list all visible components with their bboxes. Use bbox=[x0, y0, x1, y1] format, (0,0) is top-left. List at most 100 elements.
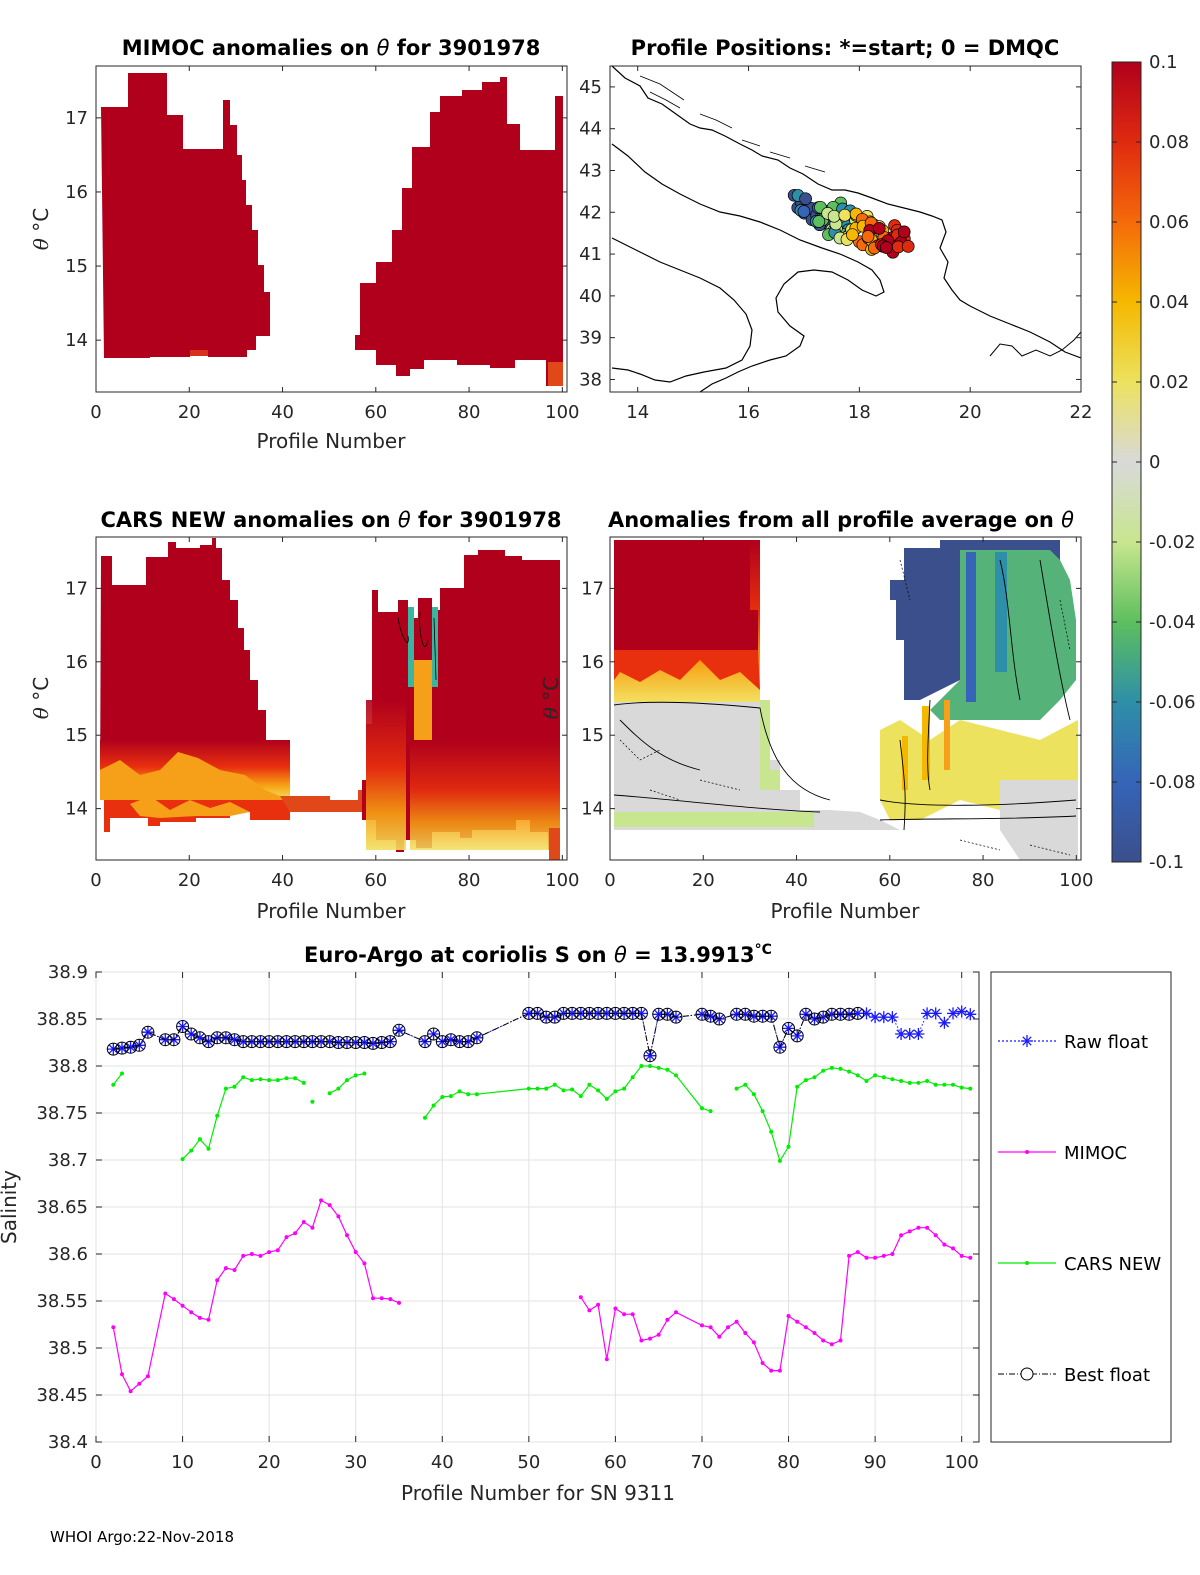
cars-new-point bbox=[907, 1080, 912, 1085]
best-float-point bbox=[591, 1006, 605, 1020]
mimoc-point bbox=[916, 1225, 921, 1230]
mimoc-point bbox=[648, 1336, 652, 1341]
x-tick-label: 100 bbox=[545, 870, 579, 891]
best-float-point bbox=[712, 1012, 726, 1026]
mimoc-point bbox=[336, 1214, 341, 1219]
mimoc-point bbox=[777, 1368, 782, 1373]
raw-float-point bbox=[895, 1028, 908, 1040]
cars-new-point bbox=[639, 1064, 644, 1068]
x-tick-label: 50 bbox=[517, 1452, 540, 1473]
cars-new-point bbox=[596, 1088, 601, 1093]
best-float-point bbox=[790, 1029, 804, 1043]
cars-new-point bbox=[803, 1078, 808, 1083]
y-tick-label: 14 bbox=[65, 330, 88, 351]
mimoc-point bbox=[899, 1233, 904, 1238]
cars-new-point bbox=[474, 1092, 479, 1097]
cars-new-point bbox=[648, 1064, 652, 1068]
coastline-balkans bbox=[611, 66, 1081, 359]
x-tick-label: 20 bbox=[959, 402, 982, 423]
salinity-series bbox=[106, 1005, 977, 1394]
legend-cars-marker bbox=[1025, 1261, 1029, 1265]
best-float-point bbox=[756, 1009, 770, 1023]
best-float-point bbox=[842, 1007, 856, 1021]
cars-new-point bbox=[604, 1096, 609, 1101]
best-float-point bbox=[470, 1031, 484, 1045]
cars-new-point bbox=[431, 1103, 436, 1108]
salinity-panel-title: Euro-Argo at coriolis S on θ = 13.9913°C bbox=[304, 942, 772, 967]
cars-new-point bbox=[951, 1082, 955, 1087]
coastline-italy bbox=[611, 143, 885, 392]
raw-float-point bbox=[644, 1049, 656, 1062]
average-panel-title: Anomalies from all profile average on θ bbox=[608, 508, 1074, 532]
cars-new-line bbox=[736, 1067, 971, 1163]
best-float-point bbox=[453, 1035, 467, 1049]
average-xlabel: Profile Number bbox=[771, 899, 921, 923]
best-float-point bbox=[738, 1007, 752, 1021]
mimoc-point bbox=[795, 1319, 800, 1324]
cars-new-point bbox=[293, 1076, 298, 1081]
colorbar-tick-label: 0.08 bbox=[1149, 132, 1189, 153]
mimoc-point bbox=[855, 1250, 860, 1255]
best-float-point bbox=[141, 1025, 155, 1039]
average-anomaly-field bbox=[613, 540, 1078, 860]
x-tick-label: 30 bbox=[344, 1452, 367, 1473]
best-float-point bbox=[435, 1035, 449, 1049]
raw-float-point bbox=[557, 1007, 570, 1020]
best-float-point bbox=[418, 1035, 432, 1049]
average-blue-streak bbox=[966, 552, 976, 702]
cars-new-point bbox=[751, 1092, 756, 1097]
cars-new-point bbox=[665, 1067, 670, 1072]
profile-position-marker bbox=[861, 230, 875, 243]
cars-warm-band-right bbox=[410, 740, 560, 850]
mimoc-point bbox=[656, 1332, 661, 1337]
y-tick-label: 38.45 bbox=[36, 1385, 88, 1406]
mimoc-point bbox=[717, 1334, 722, 1339]
x-tick-label: 18 bbox=[848, 402, 871, 423]
best-float-point bbox=[808, 1012, 821, 1026]
cars-new-point bbox=[578, 1094, 583, 1099]
mimoc-point bbox=[587, 1308, 592, 1313]
colorbar-tick-label: 0.06 bbox=[1149, 212, 1189, 233]
profile-positions-panel: Profile Positions: *=start; 0 = DMQC 14 1… bbox=[579, 36, 1092, 423]
mimoc-point bbox=[120, 1372, 124, 1377]
mimoc-point bbox=[232, 1268, 237, 1272]
best-float-point bbox=[764, 1009, 778, 1023]
mimoc-point bbox=[215, 1278, 220, 1283]
cars-new-point bbox=[864, 1079, 869, 1083]
cars-new-point bbox=[734, 1086, 739, 1091]
raw-float-point bbox=[964, 1008, 977, 1021]
legend-best-float: Best float bbox=[998, 1365, 1150, 1386]
mimoc-point bbox=[829, 1342, 834, 1347]
cars-new-point bbox=[535, 1086, 540, 1091]
mimoc-point bbox=[171, 1297, 176, 1302]
raw-float-point bbox=[444, 1033, 457, 1046]
coastline-greece bbox=[989, 331, 1081, 357]
cars-new-point bbox=[111, 1082, 116, 1087]
best-float-point bbox=[695, 1007, 709, 1021]
mimoc-point bbox=[596, 1302, 601, 1307]
best-float-point bbox=[366, 1036, 380, 1050]
y-tick-label: 15 bbox=[581, 725, 604, 746]
x-tick-label: 0 bbox=[604, 870, 615, 891]
x-tick-label: 20 bbox=[178, 402, 201, 423]
cars-new-point bbox=[743, 1082, 748, 1087]
x-tick-label: 40 bbox=[431, 1452, 454, 1473]
cars-new-point bbox=[232, 1084, 237, 1089]
cars-new-point bbox=[916, 1080, 921, 1085]
cars-new-point bbox=[561, 1088, 566, 1093]
mimoc-point bbox=[397, 1300, 401, 1305]
cars-new-point bbox=[206, 1146, 211, 1151]
best-float-point bbox=[548, 1010, 562, 1024]
mimoc-point bbox=[293, 1231, 298, 1236]
mimoc-point bbox=[769, 1368, 774, 1373]
x-tick-label: 40 bbox=[785, 870, 808, 891]
positions-axes-box bbox=[609, 65, 1082, 393]
colorbar-tick-label: -0.06 bbox=[1149, 692, 1196, 713]
best-float-point bbox=[193, 1031, 207, 1045]
best-float-point bbox=[331, 1036, 345, 1049]
mimoc-point bbox=[803, 1325, 808, 1330]
best-float-point bbox=[816, 1010, 830, 1024]
average-contours bbox=[613, 559, 1077, 831]
cars-new-point bbox=[544, 1086, 549, 1091]
cars-ylabel: θ °C bbox=[29, 677, 53, 719]
